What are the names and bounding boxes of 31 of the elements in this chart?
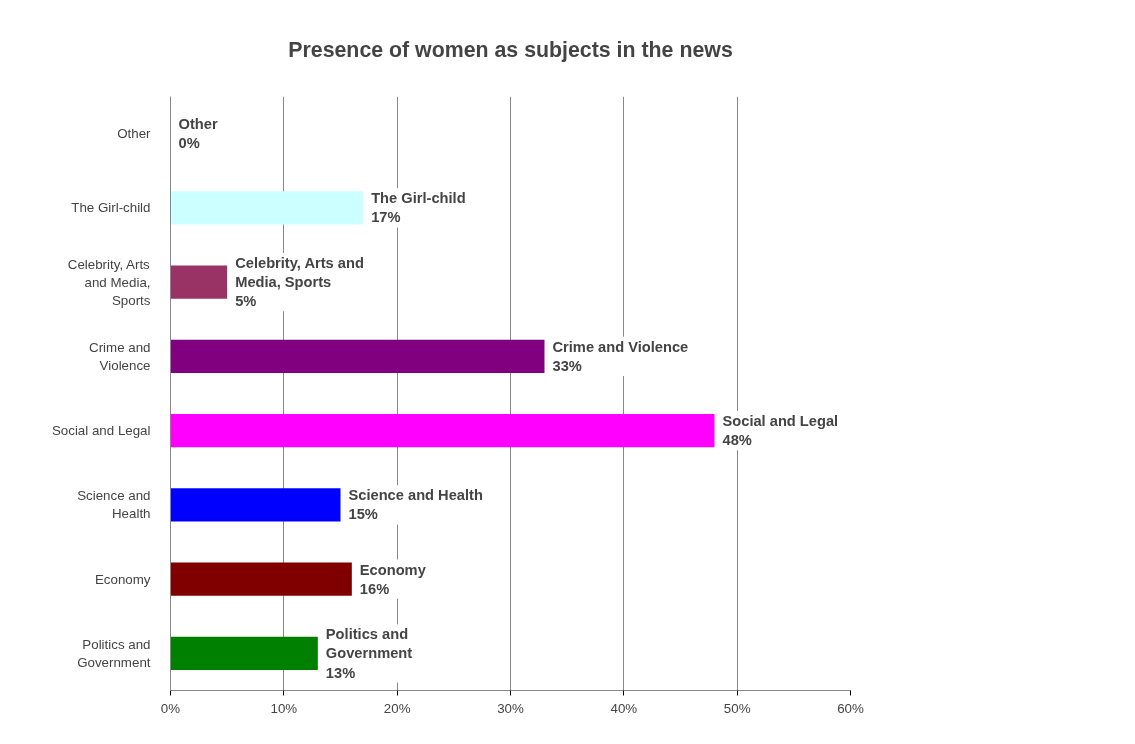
x-tick-label: 20% [383,700,411,716]
y-tick-label: Social and Legal [51,423,151,439]
x-tick-label: 40% [610,700,638,716]
bar [170,265,228,299]
x-tick-label: 30% [497,700,524,716]
bar [170,191,364,225]
data-label: Social and Legal 48% [722,413,839,449]
data-label: Politics and Government 13% [325,626,413,681]
y-tick-label: Economy [94,571,151,587]
data-label: Economy 16% [359,561,427,597]
data-label: Crime and Violence 33% [552,338,689,374]
y-tick-label: Other [117,126,152,142]
x-tick-label: 60% [837,700,864,716]
data-label: Other 0% [178,116,218,152]
y-tick-label: Science and Health [77,488,151,522]
x-tick-label: 50% [723,700,751,716]
bar [170,339,545,374]
bar [170,562,352,596]
bar [170,413,715,448]
data-label: Science and Health 15% [348,487,483,523]
bar [170,488,341,522]
x-tick-label: 0% [160,700,181,716]
y-tick-label: Crime and Violence [89,339,151,373]
x-tick-label: 10% [270,700,298,716]
data-label: The Girl-child 17% [371,190,466,226]
y-tick-label: Celebrity, Arts and Media, Sports [67,256,151,308]
data-label: Celebrity, Arts and Media, Sports 5% [235,254,364,310]
y-tick-label: Politics and Government [77,636,151,670]
bar [170,636,318,671]
chart-title: Presence of women as subjects in the news [288,37,733,62]
y-tick-label: The Girl-child [71,200,151,216]
